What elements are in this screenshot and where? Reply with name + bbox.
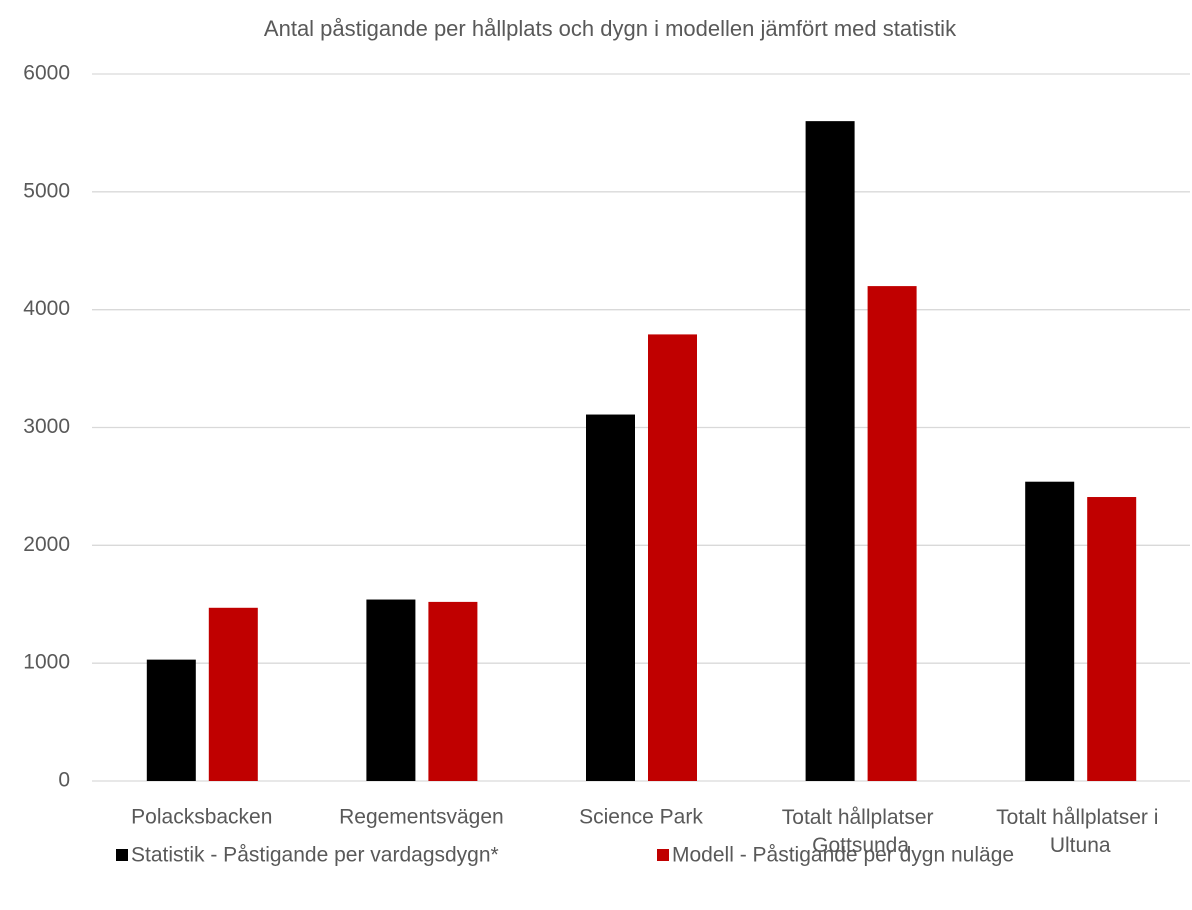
bar [366, 599, 416, 781]
y-tick-label: 0 [58, 769, 70, 792]
x-tick-label: Totalt hållplatser Gottsunda [782, 806, 940, 857]
x-tick-label: Science Park [579, 806, 703, 829]
x-tick-label: Totalt hållplatser i Ultuna [996, 806, 1164, 857]
y-tick-label: 4000 [23, 297, 70, 320]
bar [805, 121, 855, 782]
legend-swatch [116, 849, 128, 861]
x-tick-label: Polacksbacken [131, 806, 272, 829]
bar [1025, 481, 1075, 781]
legend-label: Statistik - Påstigande per vardagsdygn* [131, 844, 499, 867]
bar [1087, 497, 1137, 781]
legend-label: Modell - Påstigande per dygn nuläge [672, 844, 1014, 867]
y-tick-label: 2000 [23, 533, 70, 556]
y-tick-label: 3000 [23, 415, 70, 438]
legend-swatch [657, 849, 669, 861]
x-tick-label: Regementsvägen [339, 806, 504, 829]
y-tick-label: 6000 [23, 62, 70, 85]
y-tick-label: 1000 [23, 651, 70, 674]
y-tick-label: 5000 [23, 179, 70, 202]
bar [208, 607, 258, 781]
bar [146, 659, 196, 781]
bar [586, 414, 635, 781]
bar [428, 601, 478, 781]
bar [648, 334, 697, 781]
chart-title: Antal påstigande per hållplats och dygn … [264, 16, 957, 41]
bar [867, 286, 917, 781]
